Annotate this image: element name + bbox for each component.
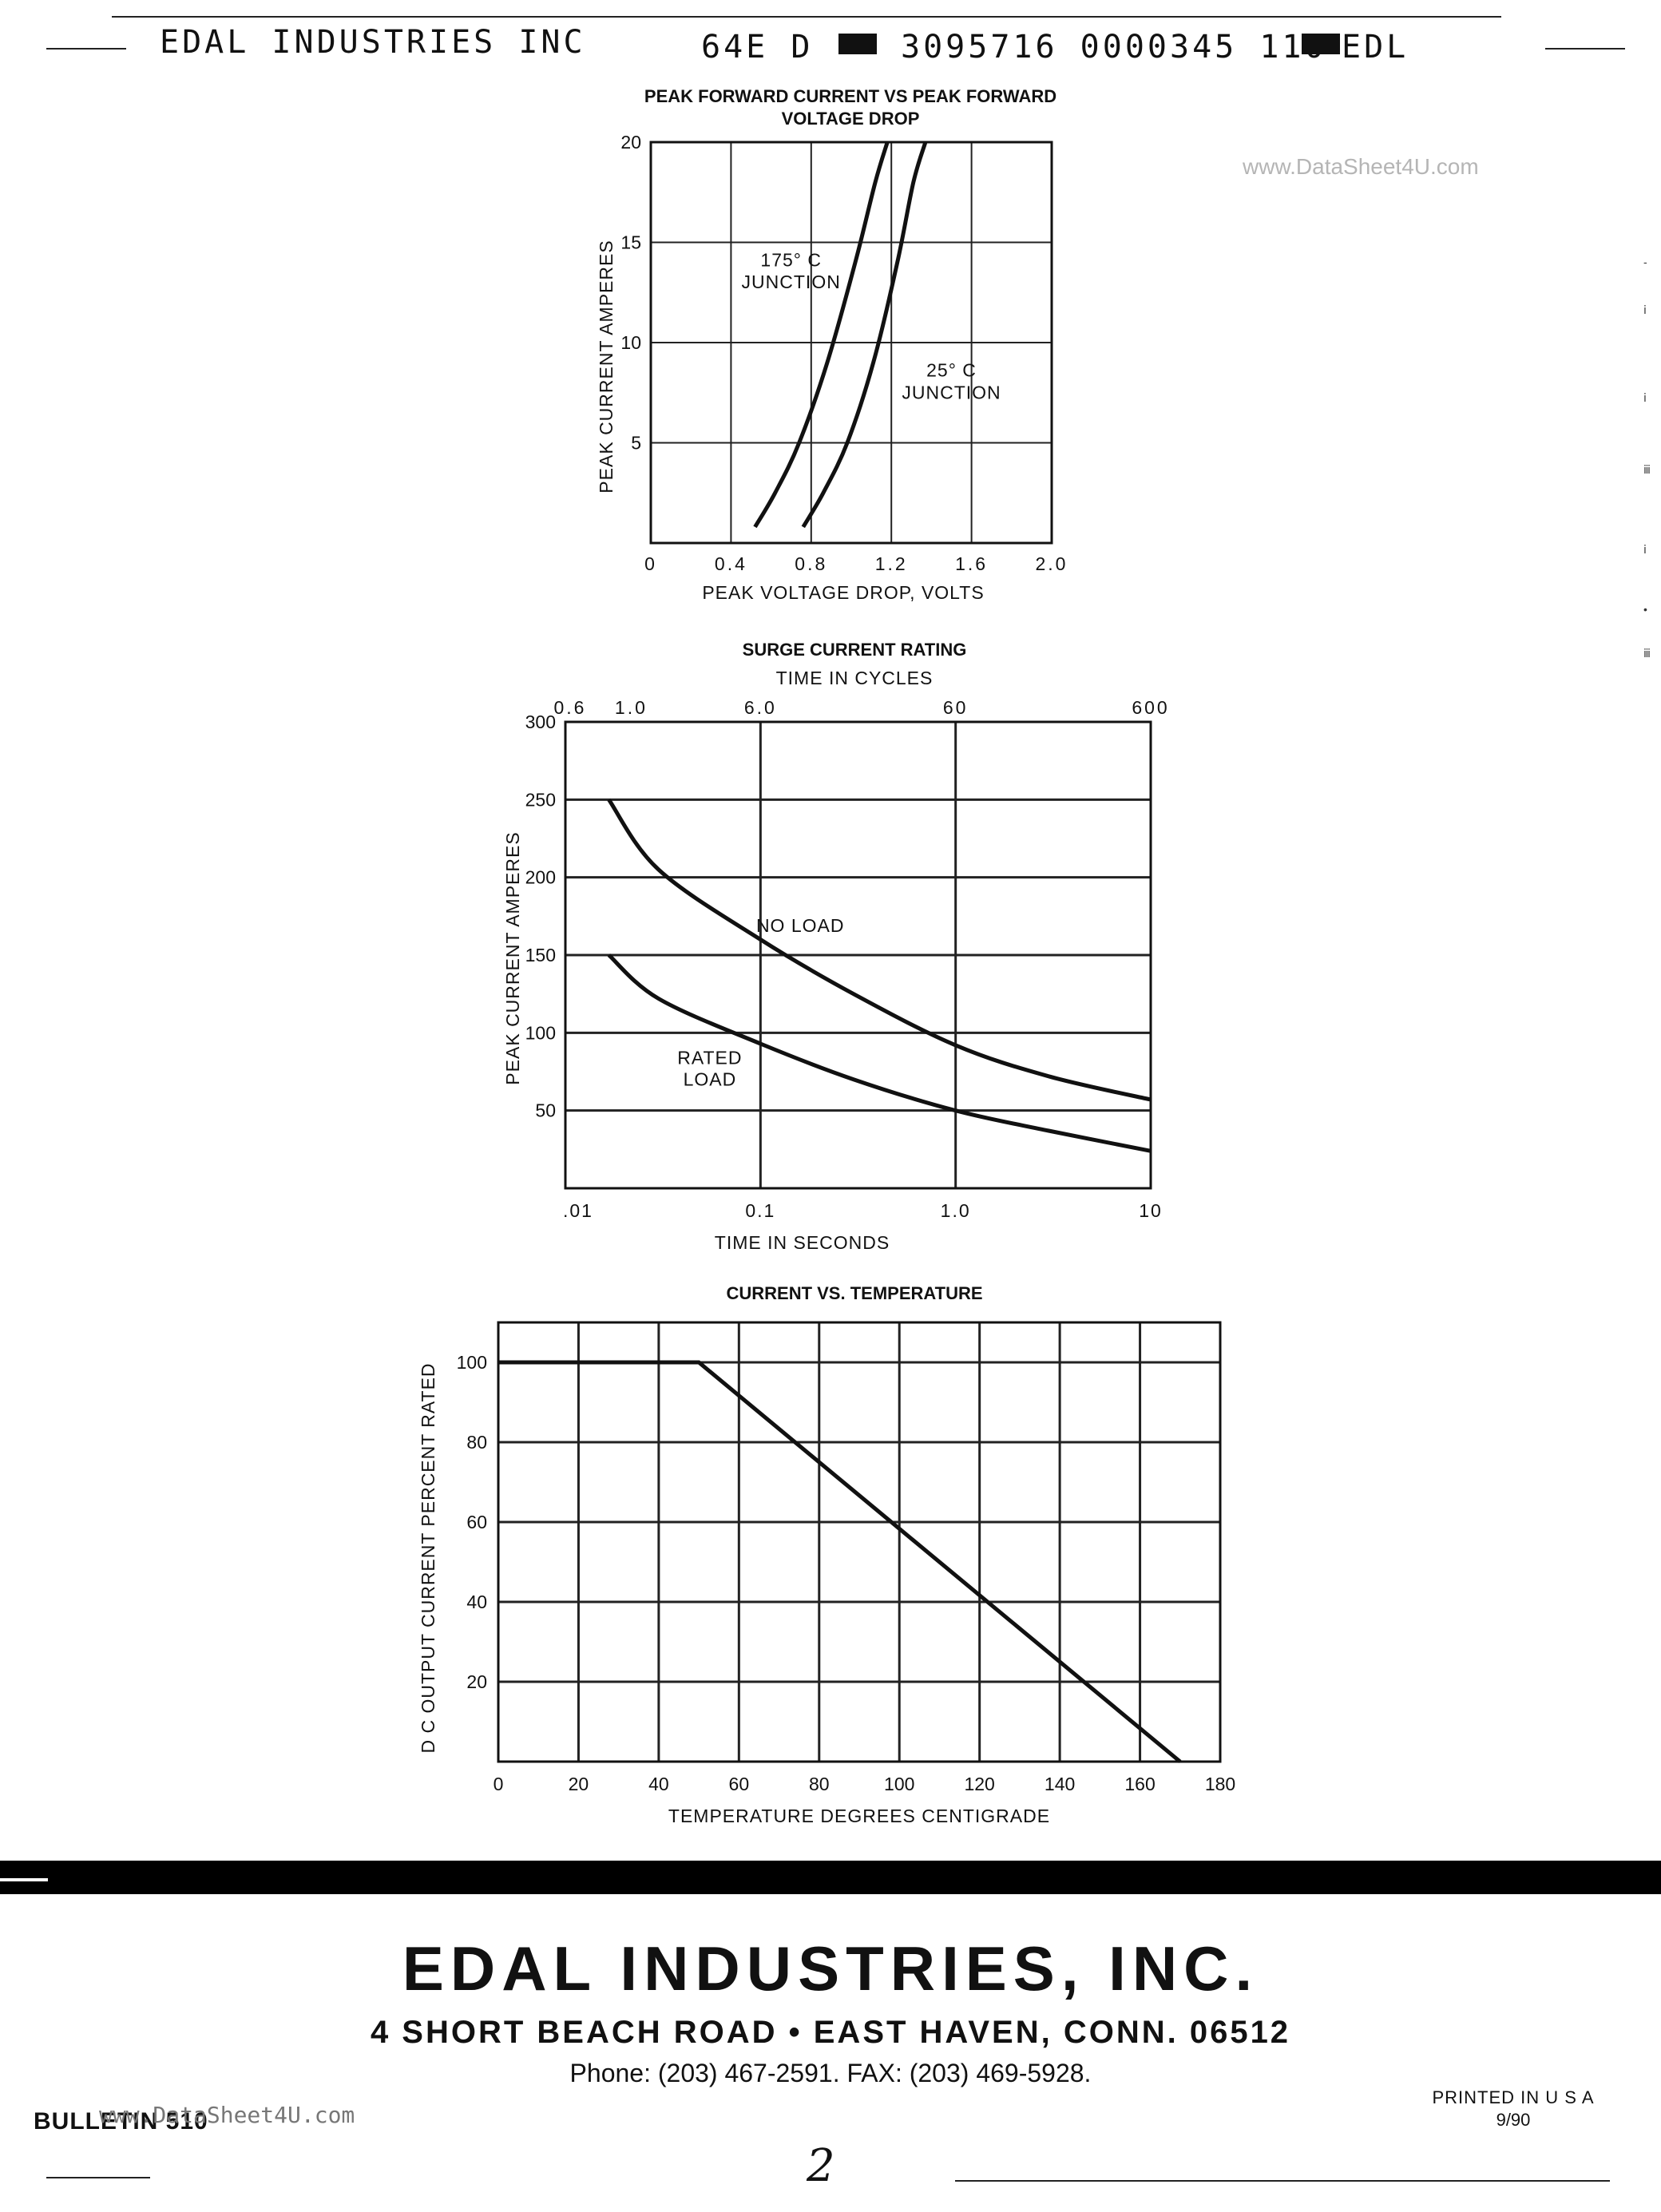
chart3-x-tick-label: 0 <box>494 1774 504 1794</box>
chart2-top-tick-label: 600 <box>1132 697 1169 718</box>
chart1-title: PEAK FORWARD CURRENT VS PEAK FORWARD VOL… <box>644 86 1057 129</box>
footer-address: 4 SHORT BEACH ROAD • EAST HAVEN, CONN. 0… <box>370 2015 1291 2050</box>
footer-bulletin: BULLETIN 510 <box>34 2108 208 2135</box>
chart3-y-axis-label: D C OUTPUT CURRENT PERCENT RATED <box>418 1362 438 1753</box>
chart1-annotation: 175° C <box>760 250 822 271</box>
chart3-y-tick-label: 40 <box>466 1592 487 1612</box>
footer-right-rule <box>955 2180 1610 2182</box>
chart3-x-tick-label: 120 <box>964 1774 994 1794</box>
chart3-x-tick-label: 160 <box>1124 1774 1155 1794</box>
chart3-svg: 0 20 40 60 80 100 120 140 160 180 20 40 60 80 100 TEMPE… <box>418 1321 1235 1826</box>
chart1-svg: 0 0.4 0.8 1.2 1.6 2.0 5 10 15 20 PEAK VOLTAGE DROP… <box>596 132 1068 603</box>
chart2-y-tick-label: 100 <box>525 1022 556 1043</box>
chart3-x-tick-label: 100 <box>884 1774 914 1794</box>
chart2-y-axis-label: PEAK CURRENT AMPERES <box>502 831 523 1084</box>
header-top-rule <box>112 16 1501 18</box>
chart1-x-tick-label: 2.0 <box>1036 553 1068 574</box>
footer-black-band <box>0 1861 1661 1894</box>
chart2-frame <box>564 720 1152 1190</box>
chart2-top-tick-label: 0.6 <box>554 697 587 718</box>
margin-mark: ⅰ <box>1643 303 1647 316</box>
chart3-x-tick-label: 180 <box>1205 1774 1235 1794</box>
chart3-y-tick-label: 80 <box>466 1432 487 1453</box>
margin-mark: • <box>1643 603 1647 616</box>
chart3-y-tick-label: 100 <box>457 1352 487 1373</box>
chart2-top-tick-label: 6.0 <box>744 697 777 718</box>
chart1-x-tick-label: 0.4 <box>715 553 747 574</box>
chart2-top-tick-label: 1.0 <box>615 697 648 718</box>
chart3-x-tick-label: 80 <box>809 1774 830 1794</box>
header-code-3: EDL <box>1342 29 1409 65</box>
chart2-svg: .01 0.1 1.0 10 0.6 1.0 6.0 60 600 50 100 150 200 250 3… <box>502 697 1169 1253</box>
chart3-series-line-1 <box>498 1360 1182 1763</box>
chart1-x-tick-label: 1.2 <box>875 553 908 574</box>
chart1-y-axis-label: PEAK CURRENT AMPERES <box>596 240 616 493</box>
chart1-x-axis-label: PEAK VOLTAGE DROP, VOLTS <box>702 582 984 603</box>
header-block-mark <box>838 34 877 54</box>
watermark-bottom: www.DataSheet4U.com <box>99 2102 355 2128</box>
margin-mark: - <box>1643 256 1647 268</box>
chart1-y-tick-label: 10 <box>620 332 641 353</box>
chart3-title: CURRENT VS. TEMPERATURE <box>726 1283 983 1303</box>
chart1-x-tick-label: 0 <box>644 553 657 574</box>
header-right-dash <box>1545 48 1625 50</box>
chart3-x-tick-label: 60 <box>729 1774 750 1794</box>
chart1-x-tick-label: 0.8 <box>795 553 827 574</box>
watermark-top: www.DataSheet4U.com <box>1243 154 1479 179</box>
chart1-y-tick-label: 5 <box>631 433 641 454</box>
chart2-annotation: LOAD <box>684 1069 737 1090</box>
footer-phone: Phone: (203) 467-2591. FAX: (203) 469-59… <box>569 2059 1092 2087</box>
chart3-y-tick-label: 20 <box>466 1671 487 1692</box>
footer-date: 9/90 <box>1496 2110 1531 2130</box>
chart2-y-tick-label: 150 <box>525 945 556 965</box>
chart3-frame <box>497 1321 1222 1763</box>
footer-band-notch <box>0 1878 48 1881</box>
chart1-annotation: JUNCTION <box>902 382 1001 402</box>
header-block-mark-2 <box>1302 34 1340 54</box>
chart2-annotation: NO LOAD <box>756 915 845 936</box>
chart1-series-line-1 <box>753 141 890 529</box>
chart1-y-tick-label: 20 <box>620 132 641 153</box>
chart2-x-axis-label: TIME IN SECONDS <box>715 1232 890 1253</box>
chart1-annotation: JUNCTION <box>742 272 841 292</box>
chart2-y-tick-label: 300 <box>525 712 556 732</box>
chart1-y-tick-label: 15 <box>620 232 641 253</box>
page-number: 2 <box>807 2140 835 2192</box>
chart3-x-axis-label: TEMPERATURE DEGREES CENTIGRADE <box>668 1806 1050 1826</box>
chart2-series-line-2 <box>607 953 1152 1153</box>
margin-mark: ⅰ <box>1643 543 1647 556</box>
chart2-y-tick-label: 250 <box>525 789 556 810</box>
chart3-y-tick-label: 60 <box>466 1512 487 1532</box>
chart2-x-tick-label: .01 <box>563 1200 593 1221</box>
chart2-subtitle: TIME IN CYCLES <box>775 668 934 688</box>
chart2-x-tick-label: 1.0 <box>941 1200 971 1221</box>
header-company: EDAL INDUSTRIES INC <box>160 24 586 61</box>
margin-mark: ⅲ <box>1643 463 1651 476</box>
chart2-y-tick-label: 50 <box>535 1100 556 1121</box>
margin-mark: ⅲ <box>1643 647 1651 660</box>
footer-left-rule <box>46 2177 150 2178</box>
chart1-annotation: 25° C <box>926 360 977 381</box>
header-code-1: 64E D <box>701 29 814 65</box>
chart3-x-tick-label: 140 <box>1045 1774 1075 1794</box>
footer-printed: PRINTED IN U S A <box>1432 2087 1595 2107</box>
chart2-annotation: RATED <box>677 1047 742 1068</box>
chart2-x-tick-label: 0.1 <box>745 1200 775 1221</box>
chart3-x-tick-label: 20 <box>569 1774 589 1794</box>
chart2-x-tick-label: 10 <box>1139 1200 1163 1221</box>
chart1-series-line-2 <box>801 141 928 529</box>
footer-company-name: EDAL INDUSTRIES, INC. <box>402 1933 1259 2004</box>
header-left-dash <box>46 48 126 50</box>
chart1-x-tick-label: 1.6 <box>955 553 988 574</box>
chart2-y-tick-label: 200 <box>525 867 556 888</box>
chart1-frame <box>649 141 1053 545</box>
chart3-x-tick-label: 40 <box>648 1774 669 1794</box>
header-code-2: 3095716 0000345 110 <box>901 29 1327 65</box>
margin-mark: ⅰ <box>1643 391 1647 404</box>
chart2-title: SURGE CURRENT RATING <box>742 640 967 660</box>
chart2-top-tick-label: 60 <box>943 697 969 718</box>
chart2-series-line-1 <box>607 798 1152 1102</box>
